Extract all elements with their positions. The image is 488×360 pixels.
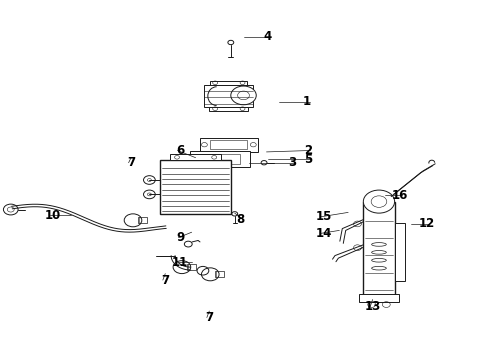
Bar xyxy=(210,140,247,149)
Text: 16: 16 xyxy=(391,189,407,202)
Bar xyxy=(209,107,248,111)
Bar xyxy=(189,151,250,167)
Bar xyxy=(359,294,398,302)
Circle shape xyxy=(230,86,256,105)
Bar xyxy=(363,202,394,295)
Text: 3: 3 xyxy=(288,156,296,169)
Text: 10: 10 xyxy=(44,209,61,222)
Text: 2: 2 xyxy=(304,144,311,157)
Text: 1: 1 xyxy=(303,95,310,108)
Text: 11: 11 xyxy=(171,256,188,269)
Text: 14: 14 xyxy=(315,227,331,240)
Text: 8: 8 xyxy=(236,213,244,226)
Text: 15: 15 xyxy=(315,210,331,223)
Text: 4: 4 xyxy=(264,30,271,43)
Circle shape xyxy=(3,204,18,215)
Bar xyxy=(170,154,221,160)
Text: 7: 7 xyxy=(161,274,169,287)
Text: 5: 5 xyxy=(304,153,311,166)
Bar xyxy=(199,138,258,152)
Bar xyxy=(215,271,224,277)
Text: 6: 6 xyxy=(176,144,183,157)
Bar xyxy=(204,85,253,107)
Bar xyxy=(394,223,405,281)
Bar xyxy=(186,264,195,270)
Text: 12: 12 xyxy=(417,217,434,230)
Circle shape xyxy=(143,190,155,199)
Text: 7: 7 xyxy=(127,156,135,169)
Bar xyxy=(160,160,231,214)
Text: 13: 13 xyxy=(364,300,380,313)
Circle shape xyxy=(237,91,249,100)
Text: 7: 7 xyxy=(205,311,213,324)
Circle shape xyxy=(143,176,155,184)
Bar xyxy=(200,154,239,164)
Circle shape xyxy=(363,190,394,213)
Bar xyxy=(138,217,146,223)
Bar xyxy=(210,81,247,85)
Text: 9: 9 xyxy=(177,231,184,244)
